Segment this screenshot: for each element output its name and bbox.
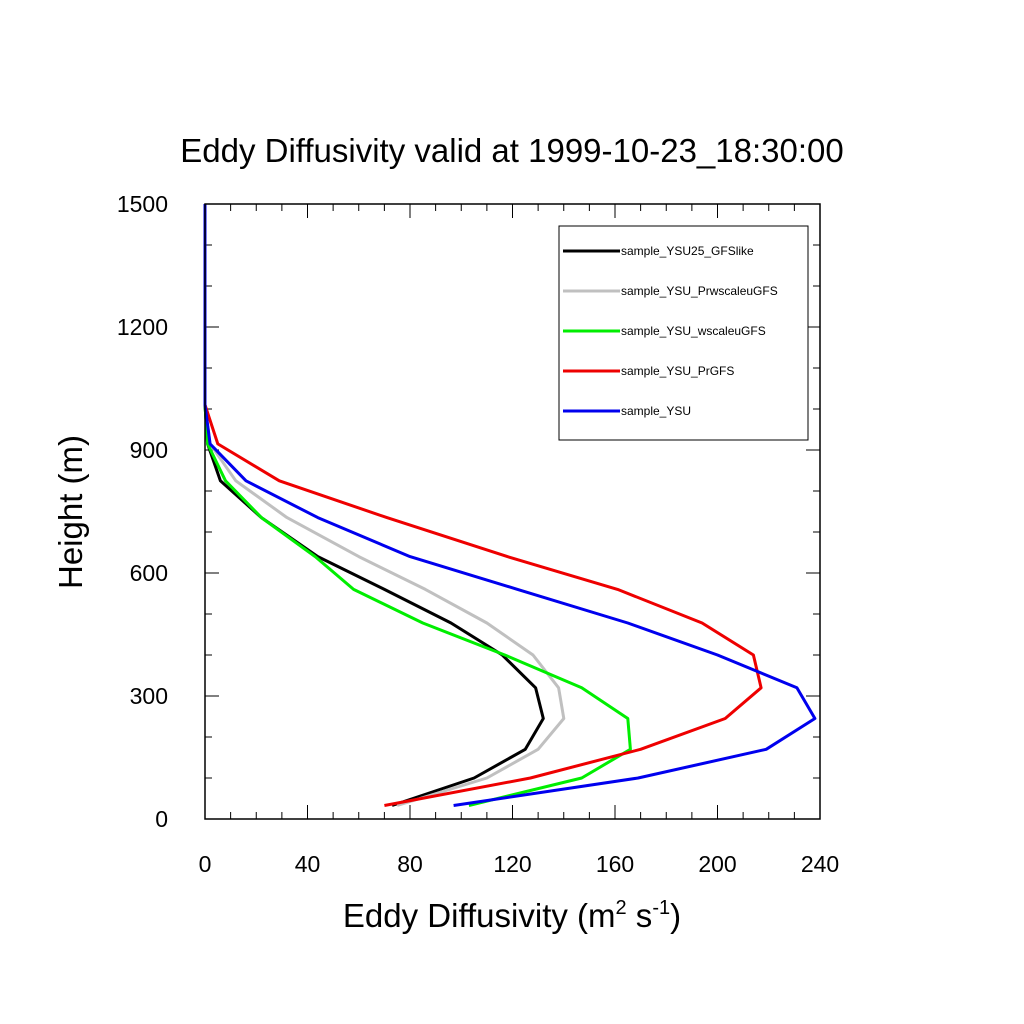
legend-label: sample_YSU_PrGFS xyxy=(621,364,734,378)
y-tick-label: 600 xyxy=(130,560,168,586)
y-tick-label: 900 xyxy=(130,437,168,463)
x-tick-label: 240 xyxy=(801,851,839,877)
legend-label: sample_YSU xyxy=(621,404,691,418)
series-line-sample_YSU25_GFSlike xyxy=(203,204,545,807)
x-tick-label: 160 xyxy=(596,851,634,877)
y-tick-label: 1500 xyxy=(117,191,168,217)
x-axis-label-sup2: -1 xyxy=(652,897,670,919)
legend-label: sample_YSU_PrwscaleuGFS xyxy=(621,284,778,298)
x-axis-label-base: Eddy Diffusivity (m xyxy=(343,897,616,934)
chart-title: Eddy Diffusivity valid at 1999-10-23_18:… xyxy=(180,132,843,169)
legend-label: sample_YSU25_GFSlike xyxy=(621,244,754,258)
legend-box xyxy=(558,225,809,441)
x-tick-label: 120 xyxy=(493,851,531,877)
plot-frame xyxy=(204,203,821,820)
y-axis-label: Height (m) xyxy=(52,435,89,589)
axis-ticks xyxy=(204,203,821,820)
y-tick-label: 0 xyxy=(155,806,168,832)
x-tick-label: 80 xyxy=(397,851,423,877)
x-axis-label: Eddy Diffusivity (m2 s-1) xyxy=(343,897,681,934)
legend-label: sample_YSU_wscaleuGFS xyxy=(621,324,766,338)
x-tick-label: 200 xyxy=(698,851,736,877)
x-axis-label-end: ) xyxy=(670,897,681,934)
y-tick-labels: 0 300 600 900 1200 1500 xyxy=(117,191,168,832)
y-tick-label: 1200 xyxy=(117,314,168,340)
x-tick-label: 40 xyxy=(295,851,321,877)
x-axis-label-mid: s xyxy=(627,897,653,934)
series-line-sample_YSU_PrwscaleuGFS xyxy=(203,204,566,807)
legend: sample_YSU25_GFSlike sample_YSU_Prwscaleu… xyxy=(558,225,809,441)
x-axis-label-sup1: 2 xyxy=(616,897,627,919)
x-tick-labels: 0 40 80 120 160 200 240 xyxy=(199,851,840,877)
x-tick-label: 0 xyxy=(199,851,212,877)
y-tick-label: 300 xyxy=(130,683,168,709)
